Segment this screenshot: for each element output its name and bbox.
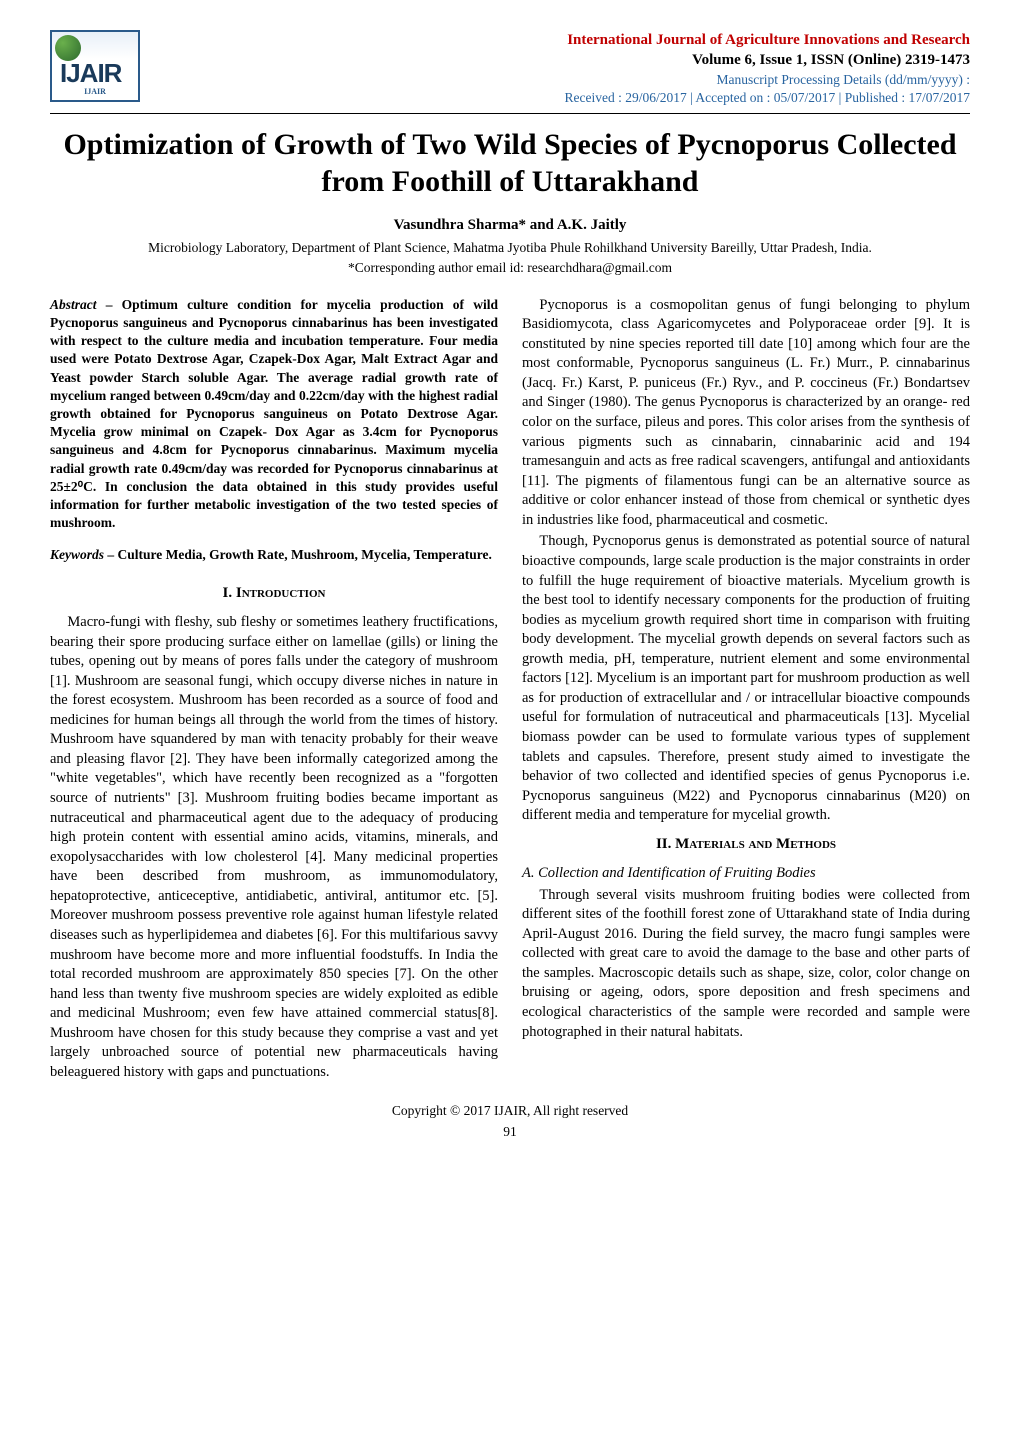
authors-line: Vasundhra Sharma* and A.K. Jaitly — [50, 215, 970, 235]
intro-paragraph-3: Though, Pycnoporus genus is demonstrated… — [522, 532, 970, 825]
section-number: I. — [223, 585, 236, 601]
keywords-text: – Culture Media, Growth Rate, Mushroom, … — [104, 547, 492, 562]
section-heading-methods: II. Materials and Methods — [522, 834, 970, 854]
methods-paragraph-1: Through several visits mushroom fruiting… — [522, 886, 970, 1043]
manuscript-dates: Received : 29/06/2017 | Accepted on : 05… — [155, 89, 970, 107]
keywords-label: Keywords — [50, 547, 104, 562]
logo-subtext: IJAIR — [52, 87, 138, 98]
section-heading-introduction: I. Introduction — [50, 583, 498, 603]
abstract-text: – Optimum culture condition for mycelia … — [50, 297, 498, 531]
journal-logo: IJAIR IJAIR — [50, 30, 140, 102]
abstract-label: Abstract — [50, 297, 97, 312]
corresponding-author: *Corresponding author email id: research… — [50, 259, 970, 277]
keywords-block: Keywords – Culture Media, Growth Rate, M… — [50, 546, 498, 564]
affiliation: Microbiology Laboratory, Department of P… — [50, 239, 970, 257]
logo-acronym: IJAIR — [60, 56, 121, 91]
section-title: Introduction — [236, 585, 326, 601]
intro-paragraph-1: Macro-fungi with fleshy, sub fleshy or s… — [50, 613, 498, 1083]
page-number: 91 — [50, 1123, 970, 1141]
intro-paragraph-2: Pycnoporus is a cosmopolitan genus of fu… — [522, 296, 970, 531]
journal-volume: Volume 6, Issue 1, ISSN (Online) 2319-14… — [155, 50, 970, 70]
journal-name: International Journal of Agriculture Inn… — [155, 30, 970, 50]
paper-title: Optimization of Growth of Two Wild Speci… — [50, 126, 970, 201]
abstract-block: Abstract – Optimum culture condition for… — [50, 296, 498, 533]
two-column-body: Abstract – Optimum culture condition for… — [50, 296, 970, 1083]
section-number: II. — [656, 836, 675, 852]
subsection-a-heading: A. Collection and Identification of Frui… — [522, 864, 970, 884]
header-text-block: International Journal of Agriculture Inn… — [155, 30, 970, 107]
footer-copyright: Copyright © 2017 IJAIR, All right reserv… — [50, 1102, 970, 1120]
manuscript-label: Manuscript Processing Details (dd/mm/yyy… — [155, 71, 970, 89]
page: IJAIR IJAIR International Journal of Agr… — [0, 0, 1020, 1161]
section-title: Materials and Methods — [675, 836, 836, 852]
page-header: IJAIR IJAIR International Journal of Agr… — [50, 30, 970, 114]
